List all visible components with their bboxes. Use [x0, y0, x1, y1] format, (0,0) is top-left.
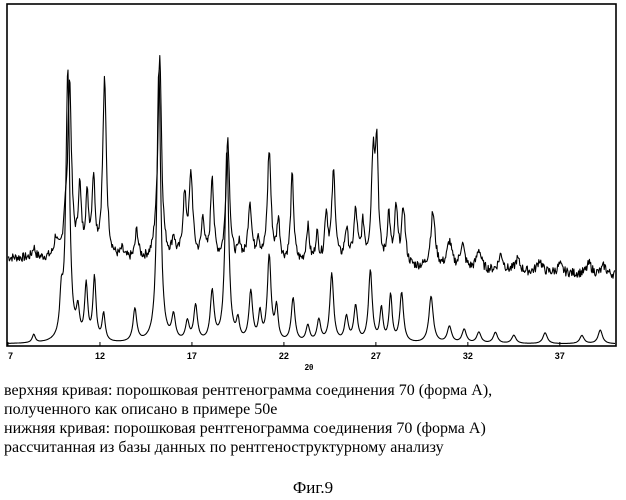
caption-line-2: полученного как описано в примере 50е — [4, 401, 278, 418]
x-tick-label: 17 — [187, 351, 197, 361]
figure-label: Фиг.9 — [292, 478, 334, 497]
caption-line-4: рассчитанная из базы данных по рентгенос… — [4, 439, 444, 456]
caption: верхняя кривая: порошковая рентгенограмм… — [4, 381, 620, 457]
x-tick-label: 7 — [8, 351, 13, 361]
xrpd-chart: 7 12 17 22 27 32 37 2θ — [6, 3, 617, 372]
x-axis-title: 2θ — [305, 363, 314, 372]
x-tick-label: 27 — [371, 351, 381, 361]
upper-curve — [7, 55, 616, 279]
x-tick-label: 32 — [463, 351, 473, 361]
x-tick-label: 37 — [555, 351, 565, 361]
x-tick-label: 22 — [279, 351, 289, 361]
x-axis-ticks: 7 12 17 22 27 32 37 — [7, 342, 565, 361]
caption-line-1: верхняя кривая: порошковая рентгенограмм… — [4, 382, 493, 399]
caption-line-3: нижняя кривая: порошковая рентгенограмма… — [4, 420, 486, 437]
lower-curve — [8, 69, 615, 344]
plot-frame — [6, 3, 617, 347]
x-tick-label: 12 — [95, 351, 105, 361]
